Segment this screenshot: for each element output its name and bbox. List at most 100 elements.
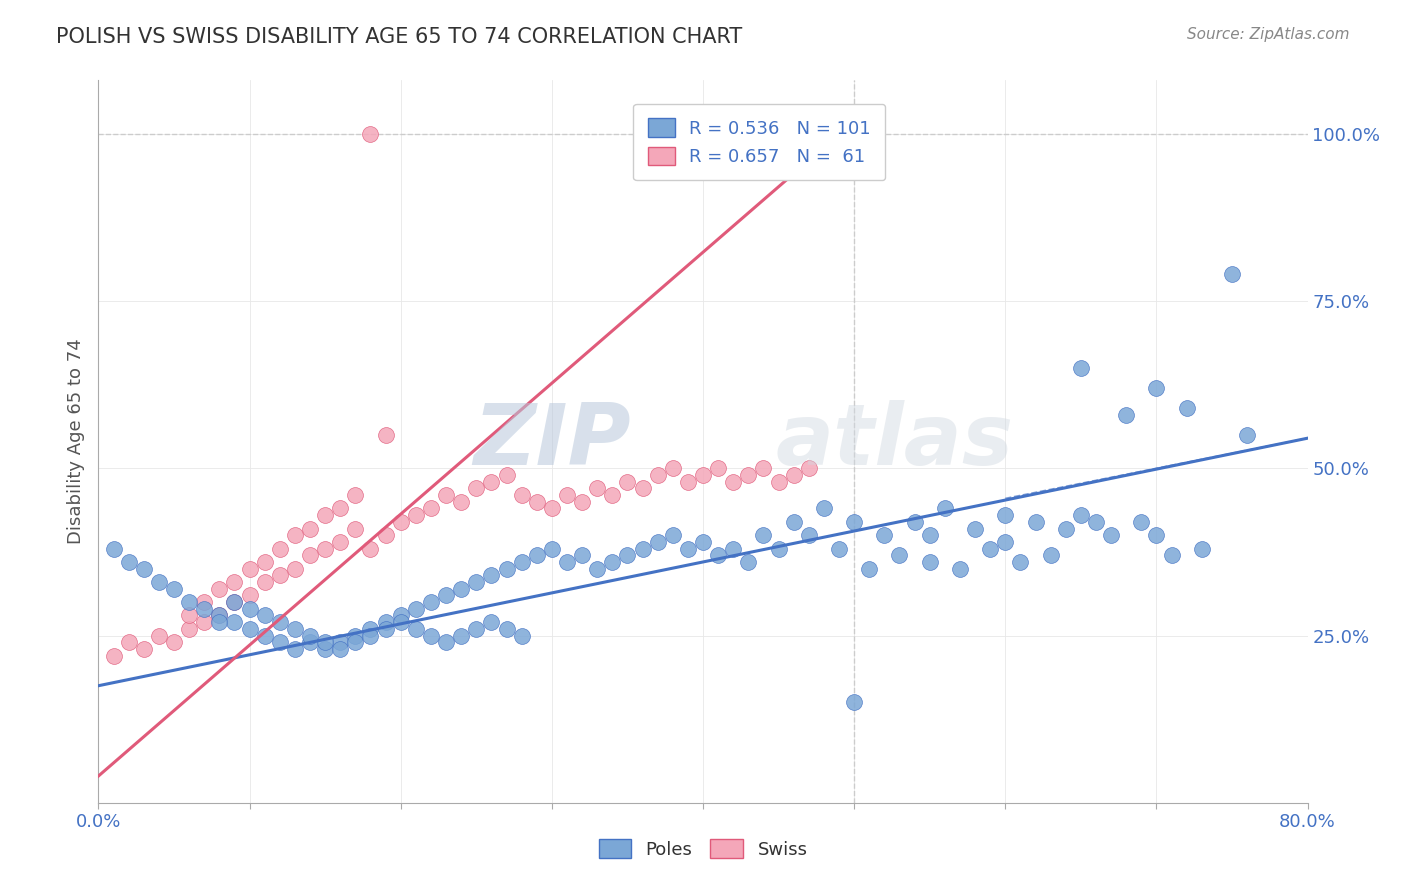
Point xyxy=(889,548,911,563)
Point xyxy=(103,541,125,556)
Text: ZIP: ZIP xyxy=(472,400,630,483)
Point xyxy=(1024,515,1046,529)
Point xyxy=(737,555,759,569)
Point xyxy=(405,508,427,523)
Point xyxy=(813,501,835,516)
Point xyxy=(1085,515,1108,529)
Point xyxy=(103,648,125,663)
Point xyxy=(647,467,669,482)
Point xyxy=(844,696,866,710)
Point xyxy=(118,635,141,649)
Point xyxy=(360,622,382,636)
Point xyxy=(828,541,851,556)
Point xyxy=(616,548,638,563)
Point xyxy=(239,602,262,616)
Point xyxy=(1010,555,1032,569)
Point xyxy=(208,582,231,596)
Point xyxy=(374,427,396,442)
Point xyxy=(163,635,186,649)
Point xyxy=(979,541,1001,556)
Point xyxy=(329,635,352,649)
Point xyxy=(555,555,578,569)
Point xyxy=(344,635,367,649)
Point xyxy=(768,541,790,556)
Point xyxy=(450,494,472,508)
Point xyxy=(465,622,488,636)
Point xyxy=(783,467,806,482)
Text: POLISH VS SWISS DISABILITY AGE 65 TO 74 CORRELATION CHART: POLISH VS SWISS DISABILITY AGE 65 TO 74 … xyxy=(56,27,742,46)
Point xyxy=(344,521,367,535)
Point xyxy=(208,615,231,630)
Point xyxy=(132,562,155,576)
Point xyxy=(661,528,683,542)
Point xyxy=(389,615,412,630)
Point xyxy=(329,501,352,516)
Point xyxy=(586,482,609,496)
Point xyxy=(360,628,382,642)
Point xyxy=(555,488,578,502)
Point xyxy=(844,515,866,529)
Point xyxy=(1070,361,1092,376)
Point xyxy=(1070,508,1092,523)
Point xyxy=(481,475,503,489)
Point xyxy=(132,642,155,657)
Point xyxy=(269,615,291,630)
Point xyxy=(299,548,322,563)
Point xyxy=(299,521,322,535)
Point xyxy=(495,467,517,482)
Point xyxy=(284,622,307,636)
Point xyxy=(934,501,956,516)
Point xyxy=(602,555,624,569)
Point xyxy=(1191,541,1213,556)
Point xyxy=(239,589,262,603)
Point xyxy=(179,622,201,636)
Point xyxy=(510,628,533,642)
Point xyxy=(1144,381,1167,395)
Point xyxy=(510,555,533,569)
Point xyxy=(420,595,443,609)
Point xyxy=(540,541,562,556)
Point xyxy=(360,541,382,556)
Point xyxy=(329,534,352,549)
Point xyxy=(631,541,654,556)
Point xyxy=(481,568,503,582)
Point xyxy=(193,595,215,609)
Point xyxy=(571,548,593,563)
Point xyxy=(1039,548,1062,563)
Point xyxy=(269,568,291,582)
Point xyxy=(949,562,972,576)
Point xyxy=(676,475,699,489)
Point xyxy=(1115,408,1137,422)
Point xyxy=(1220,268,1243,282)
Point xyxy=(344,628,367,642)
Point xyxy=(299,628,322,642)
Point xyxy=(420,628,443,642)
Point xyxy=(873,528,896,542)
Point xyxy=(737,467,759,482)
Point xyxy=(783,515,806,529)
Point xyxy=(918,555,941,569)
Point xyxy=(1099,528,1122,542)
Point xyxy=(586,562,609,576)
Point xyxy=(434,635,457,649)
Point xyxy=(1160,548,1182,563)
Point xyxy=(344,488,367,502)
Text: Source: ZipAtlas.com: Source: ZipAtlas.com xyxy=(1187,27,1350,42)
Point xyxy=(284,562,307,576)
Point xyxy=(269,635,291,649)
Point xyxy=(314,541,336,556)
Point xyxy=(1054,521,1077,535)
Point xyxy=(526,494,548,508)
Point xyxy=(434,488,457,502)
Point xyxy=(193,615,215,630)
Point xyxy=(1175,401,1198,416)
Point xyxy=(374,528,396,542)
Point xyxy=(253,575,276,590)
Point xyxy=(752,528,775,542)
Point xyxy=(676,541,699,556)
Point xyxy=(239,622,262,636)
Point xyxy=(752,461,775,475)
Point xyxy=(450,582,472,596)
Legend: Poles, Swiss: Poles, Swiss xyxy=(592,832,814,866)
Point xyxy=(510,488,533,502)
